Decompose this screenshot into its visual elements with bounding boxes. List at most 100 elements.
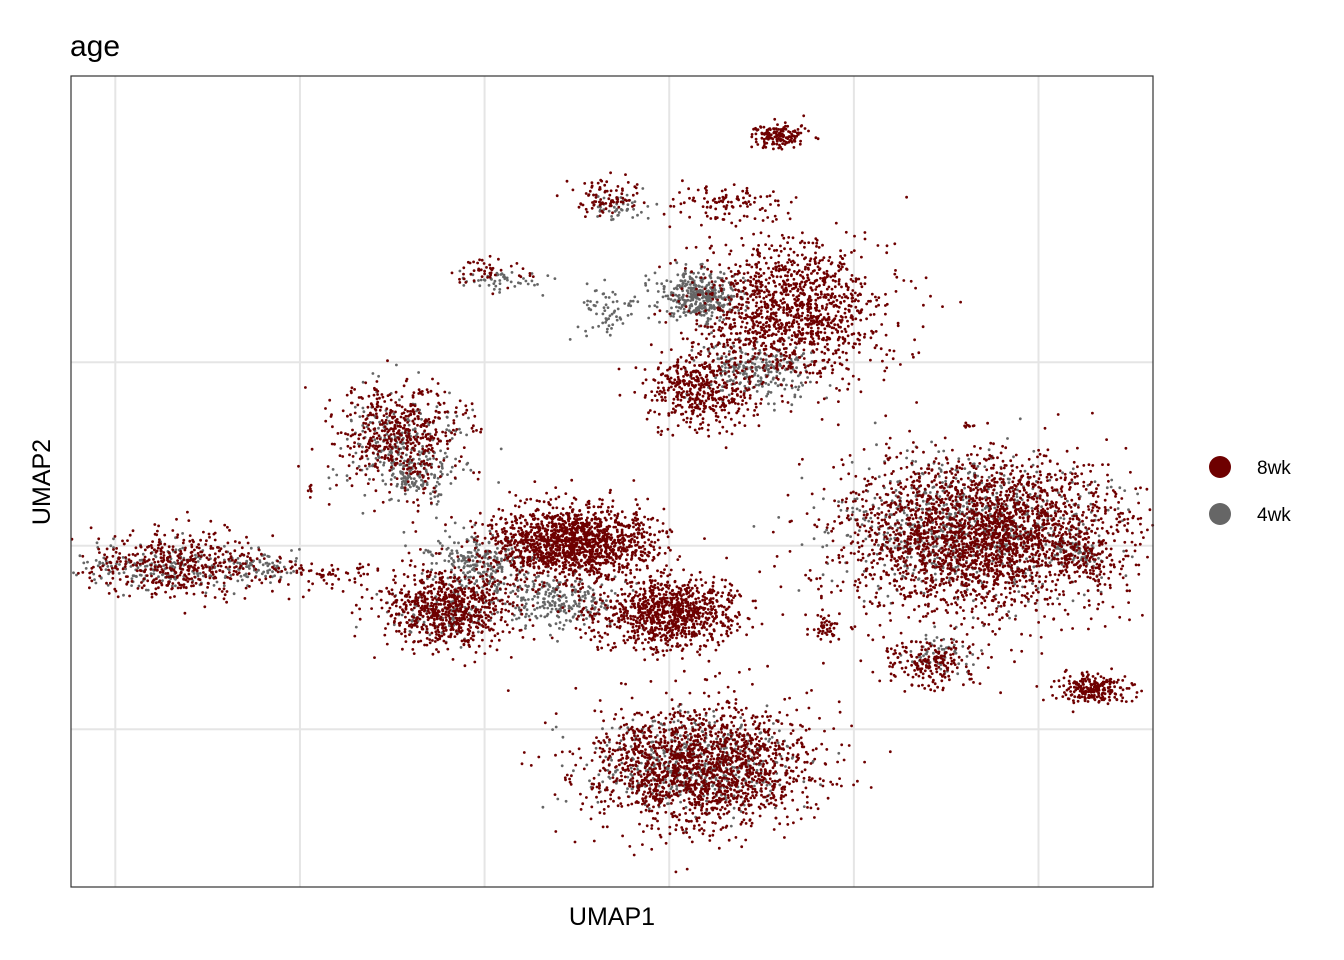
point-4wk [630, 312, 633, 316]
point-8wk [784, 140, 788, 144]
point-4wk [144, 588, 148, 592]
point-8wk [555, 194, 559, 198]
point-4wk [482, 278, 486, 282]
point-4wk [420, 572, 424, 575]
point-4wk [1087, 491, 1091, 495]
point-4wk [620, 761, 624, 765]
point-8wk [806, 266, 810, 270]
point-4wk [709, 286, 712, 289]
point-4wk [972, 599, 975, 603]
point-8wk [724, 298, 727, 301]
point-8wk [764, 243, 767, 247]
point-8wk [800, 314, 804, 318]
point-8wk [817, 246, 821, 249]
point-8wk [705, 185, 708, 189]
point-4wk [686, 710, 690, 714]
point-4wk [615, 300, 619, 303]
point-8wk [726, 343, 730, 347]
point-8wk [746, 297, 750, 301]
point-4wk [543, 615, 547, 619]
point-4wk [796, 388, 800, 391]
point-4wk [202, 574, 205, 578]
point-4wk [646, 216, 650, 220]
point-8wk [821, 359, 825, 362]
point-4wk [647, 807, 651, 811]
point-8wk [764, 209, 767, 213]
point-8wk [850, 300, 854, 303]
point-8wk [794, 303, 797, 306]
point-4wk [397, 499, 400, 502]
point-4wk [876, 584, 880, 588]
point-8wk [803, 337, 807, 341]
point-8wk [782, 308, 785, 312]
point-8wk [772, 147, 775, 151]
point-4wk [402, 476, 406, 479]
point-4wk [633, 200, 637, 204]
point-4wk [361, 511, 365, 515]
point-4wk [1136, 492, 1139, 496]
point-4wk [728, 308, 732, 311]
point-4wk [932, 485, 936, 489]
point-4wk [1059, 550, 1063, 554]
point-8wk [758, 335, 762, 339]
point-4wk [255, 570, 258, 574]
point-8wk [790, 140, 794, 144]
point-4wk [631, 589, 635, 592]
point-4wk [1044, 543, 1048, 546]
point-8wk [694, 245, 698, 249]
point-4wk [1025, 557, 1028, 561]
point-8wk [703, 325, 707, 328]
point-4wk [777, 516, 781, 519]
point-8wk [662, 212, 666, 216]
point-4wk [605, 330, 609, 334]
point-8wk [664, 321, 668, 324]
point-4wk [541, 294, 545, 297]
point-4wk [527, 614, 531, 618]
point-4wk [636, 768, 639, 771]
point-8wk [604, 207, 608, 211]
point-4wk [734, 773, 738, 777]
point-8wk [703, 197, 706, 200]
point-4wk [677, 297, 681, 300]
point-4wk [906, 555, 909, 559]
point-4wk [406, 488, 410, 492]
point-4wk [1056, 597, 1059, 600]
point-8wk [706, 259, 709, 262]
point-4wk [475, 580, 478, 583]
point-8wk [858, 333, 862, 337]
point-4wk [121, 556, 125, 559]
point-8wk [687, 309, 691, 313]
point-4wk [790, 386, 794, 390]
point-4wk [272, 564, 276, 567]
point-8wk [780, 286, 784, 289]
point-8wk [709, 205, 713, 208]
point-4wk [941, 481, 944, 484]
point-4wk [137, 584, 141, 588]
point-4wk [497, 583, 500, 586]
point-8wk [750, 135, 754, 139]
point-4wk [583, 593, 587, 597]
point-4wk [543, 603, 547, 606]
point-4wk [404, 482, 408, 486]
point-4wk [1062, 517, 1066, 521]
point-4wk [544, 593, 547, 596]
point-8wk [759, 231, 763, 235]
point-8wk [790, 305, 794, 309]
point-4wk [1100, 576, 1103, 579]
point-4wk [715, 737, 718, 741]
point-8wk [707, 332, 711, 336]
point-8wk [922, 303, 925, 307]
point-8wk [885, 251, 889, 255]
point-8wk [762, 323, 765, 327]
point-8wk [917, 351, 921, 355]
point-4wk [84, 567, 88, 570]
point-4wk [294, 559, 298, 563]
point-8wk [718, 325, 721, 329]
point-8wk [831, 352, 835, 356]
point-8wk [780, 394, 784, 398]
point-4wk [115, 562, 118, 566]
point-4wk [1049, 526, 1053, 530]
point-4wk [839, 508, 843, 512]
point-4wk [457, 541, 460, 545]
point-4wk [644, 282, 647, 285]
